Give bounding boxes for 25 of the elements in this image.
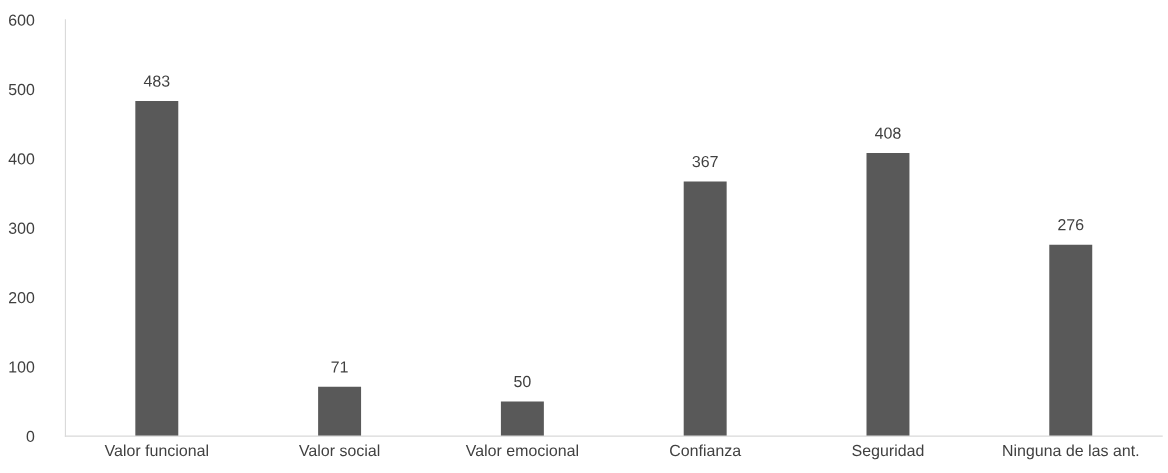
data-label: 50 [514, 375, 531, 388]
data-label: 276 [1058, 219, 1084, 231]
x-tick-label: Valor social [298, 444, 380, 457]
data-label: 483 [143, 75, 170, 87]
x-tick-label: Ninguna de las ant. [1003, 444, 1139, 460]
data-label: 367 [692, 155, 718, 168]
y-tick-label: 600 [9, 14, 35, 26]
y-tick-label: 200 [9, 291, 35, 304]
data-label: 71 [331, 361, 348, 373]
bar [500, 401, 544, 437]
bar [318, 386, 362, 437]
y-tick-label: 100 [9, 361, 35, 373]
x-tick-label: Seguridad [852, 444, 924, 460]
bar [1049, 244, 1093, 437]
x-tick-label: Valor emocional [465, 444, 578, 457]
y-tick-label: 400 [8, 153, 35, 165]
x-tick-label: Valor funcional [104, 444, 208, 457]
y-tick-label: 300 [8, 222, 35, 234]
bar [135, 101, 179, 437]
y-tick-label: 0 [26, 430, 35, 443]
bar [683, 181, 727, 437]
y-tick-label: 500 [8, 83, 35, 96]
x-tick-label: Confianza [670, 444, 742, 457]
data-label: 408 [875, 127, 901, 139]
bar [866, 153, 910, 437]
